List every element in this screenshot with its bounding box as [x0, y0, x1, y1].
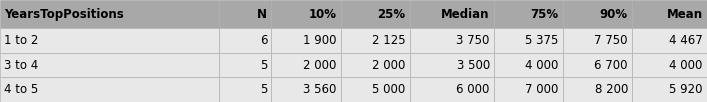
Bar	[632, 0, 707, 28]
Bar	[494, 0, 563, 28]
Text: 5 375: 5 375	[525, 34, 559, 47]
Bar	[341, 28, 409, 53]
Bar	[632, 53, 707, 77]
Text: 6 700: 6 700	[595, 59, 628, 72]
Text: Median: Median	[441, 8, 490, 21]
Text: 5 920: 5 920	[670, 83, 703, 96]
Text: 4 to 5: 4 to 5	[4, 83, 38, 96]
Bar	[494, 77, 563, 102]
Bar	[271, 0, 341, 28]
Text: 75%: 75%	[531, 8, 559, 21]
Bar	[563, 28, 632, 53]
Bar	[563, 0, 632, 28]
Text: YearsTopPositions: YearsTopPositions	[4, 8, 124, 21]
Text: 8 200: 8 200	[595, 83, 628, 96]
Text: 25%: 25%	[378, 8, 405, 21]
Text: 4 000: 4 000	[670, 59, 703, 72]
Text: 6 000: 6 000	[457, 83, 490, 96]
Bar	[563, 53, 632, 77]
Bar	[218, 0, 271, 28]
Bar	[0, 77, 218, 102]
Text: Mean: Mean	[667, 8, 703, 21]
Bar	[271, 53, 341, 77]
Bar	[632, 28, 707, 53]
Bar	[271, 28, 341, 53]
Bar	[0, 53, 218, 77]
Text: 10%: 10%	[308, 8, 337, 21]
Bar	[409, 77, 494, 102]
Bar	[341, 0, 409, 28]
Text: 5 000: 5 000	[372, 83, 405, 96]
Text: 5: 5	[260, 59, 267, 72]
Bar	[271, 77, 341, 102]
Text: 5: 5	[260, 83, 267, 96]
Bar	[218, 77, 271, 102]
Bar	[632, 77, 707, 102]
Text: 3 560: 3 560	[303, 83, 337, 96]
Text: 4 467: 4 467	[669, 34, 703, 47]
Text: 90%: 90%	[600, 8, 628, 21]
Bar	[341, 53, 409, 77]
Bar	[409, 0, 494, 28]
Bar	[409, 53, 494, 77]
Text: 3 to 4: 3 to 4	[4, 59, 38, 72]
Text: 3 750: 3 750	[457, 34, 490, 47]
Bar	[494, 53, 563, 77]
Bar	[0, 0, 218, 28]
Text: N: N	[257, 8, 267, 21]
Text: 1 to 2: 1 to 2	[4, 34, 39, 47]
Text: 7 000: 7 000	[525, 83, 559, 96]
Text: 2 125: 2 125	[372, 34, 405, 47]
Bar	[341, 77, 409, 102]
Bar	[409, 28, 494, 53]
Text: 4 000: 4 000	[525, 59, 559, 72]
Bar	[0, 28, 218, 53]
Text: 2 000: 2 000	[372, 59, 405, 72]
Text: 6: 6	[259, 34, 267, 47]
Bar	[218, 28, 271, 53]
Text: 2 000: 2 000	[303, 59, 337, 72]
Bar	[494, 28, 563, 53]
Text: 3 500: 3 500	[457, 59, 490, 72]
Text: 1 900: 1 900	[303, 34, 337, 47]
Bar	[218, 53, 271, 77]
Bar	[563, 77, 632, 102]
Text: 7 750: 7 750	[595, 34, 628, 47]
